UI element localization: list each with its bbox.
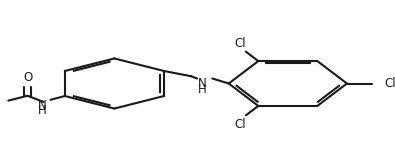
- Text: H: H: [38, 105, 47, 117]
- Text: O: O: [23, 71, 32, 84]
- Text: H: H: [198, 83, 207, 96]
- Text: Cl: Cl: [234, 37, 246, 50]
- Text: N: N: [198, 77, 207, 90]
- Text: N: N: [38, 99, 47, 112]
- Text: Cl: Cl: [234, 118, 246, 131]
- Text: Cl: Cl: [384, 77, 395, 90]
